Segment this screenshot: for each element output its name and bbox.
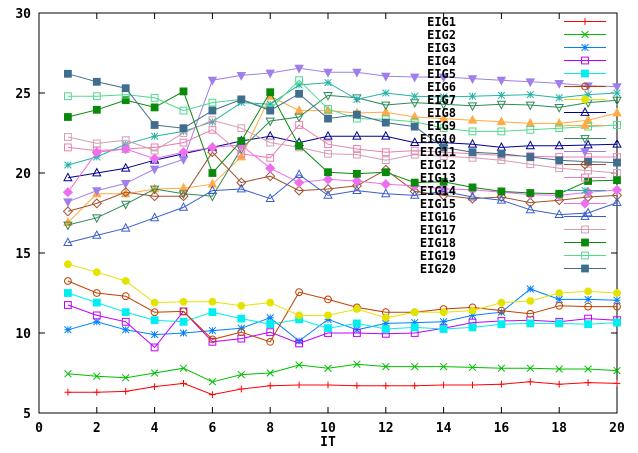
series-EIG20	[64, 69, 621, 167]
legend-label-EIG6: EIG6	[427, 80, 456, 94]
legend-entry-EIG11: EIG11	[420, 145, 606, 159]
legend-label-EIG3: EIG3	[427, 41, 456, 55]
legend-entry-EIG1: EIG1	[427, 15, 606, 29]
legend-label-EIG15: EIG15	[420, 197, 456, 211]
legend-label-EIG16: EIG16	[420, 210, 456, 224]
x-tick-label: 16	[494, 421, 510, 436]
legend-label-EIG18: EIG18	[420, 236, 456, 250]
series-EIG19	[64, 76, 621, 136]
legend-label-EIG9: EIG9	[427, 119, 456, 133]
series-line-EIG5	[67, 292, 618, 330]
series-line-EIG10	[67, 94, 618, 226]
series-line-EIG8	[67, 135, 618, 179]
x-tick-label: 4	[151, 421, 159, 436]
x-tick-label: 6	[208, 421, 216, 436]
legend-entry-EIG2: EIG2	[427, 28, 606, 42]
series-line-EIG17	[67, 119, 618, 174]
series-EIG16	[63, 169, 622, 246]
legend-label-EIG10: EIG10	[420, 132, 456, 146]
legend-label-EIG8: EIG8	[427, 106, 456, 120]
legend-label-EIG5: EIG5	[427, 67, 456, 81]
series-EIG1	[64, 378, 621, 398]
y-tick-label: 15	[15, 247, 31, 262]
series-line-EIG7	[67, 263, 618, 319]
legend-entry-EIG13: EIG13	[420, 171, 606, 185]
legend-label-EIG13: EIG13	[420, 171, 456, 185]
series-line-EIG20	[67, 73, 618, 164]
series-line-EIG18	[67, 90, 618, 195]
x-tick-label: 14	[436, 421, 452, 436]
legend-entry-EIG10: EIG10	[420, 132, 606, 146]
series-line-EIG3	[67, 288, 618, 342]
series-line-EIG1	[67, 381, 618, 396]
legend-entry-EIG9: EIG9	[427, 119, 606, 133]
x-axis-label: IT	[320, 435, 336, 450]
legend-label-EIG20: EIG20	[420, 262, 456, 276]
series-line-EIG9	[67, 95, 618, 223]
legend-entry-EIG7: EIG7	[427, 93, 606, 107]
x-tick-label: 20	[609, 421, 625, 436]
y-tick-label: 25	[15, 87, 31, 102]
x-tick-label: 2	[93, 421, 101, 436]
legend-label-EIG4: EIG4	[427, 54, 456, 68]
legend-entry-EIG18: EIG18	[420, 236, 606, 250]
legend-entry-EIG4: EIG4	[427, 54, 606, 68]
series-EIG10	[63, 92, 622, 231]
x-tick-label: 18	[551, 421, 567, 436]
plot-border	[38, 12, 618, 414]
x-tick-label: 10	[320, 421, 336, 436]
series-line-EIG4	[67, 304, 618, 349]
series-line-EIG11	[67, 67, 618, 203]
series-EIG12	[62, 147, 623, 217]
legend-label-EIG19: EIG19	[420, 249, 456, 263]
series-line-EIG19	[67, 79, 618, 132]
legend-label-EIG14: EIG14	[420, 184, 456, 198]
legend-label-EIG1: EIG1	[427, 15, 456, 29]
axes: 0 2 4 6 8 10 12 14 16 18 20 5 10 15 20 25 30	[15, 7, 625, 436]
legend-entry-EIG20: EIG20	[420, 262, 606, 276]
y-tick-label: 30	[15, 7, 31, 22]
series-EIG11	[63, 64, 622, 208]
y-tick-label: 5	[23, 407, 31, 422]
legend-entry-EIG14: EIG14	[420, 184, 606, 198]
series-line-EIG14	[67, 82, 618, 166]
legend-label-EIG2: EIG2	[427, 28, 456, 42]
y-tick-label: 10	[15, 327, 31, 342]
legend-label-EIG17: EIG17	[420, 223, 456, 237]
legend-entry-EIG19: EIG19	[420, 249, 606, 263]
legend: EIG1EIG2EIG3EIG4EIG5EIG6EIG7EIG8EIG9EIG1…	[420, 15, 606, 276]
legend-entry-EIG5: EIG5	[427, 67, 606, 81]
legend-entry-EIG3: EIG3	[427, 41, 606, 55]
x-tick-label: 8	[266, 421, 274, 436]
legend-entry-EIG17: EIG17	[420, 223, 606, 237]
series-EIG5	[64, 289, 621, 333]
y-tick-label: 20	[15, 167, 31, 182]
legend-label-EIG11: EIG11	[420, 145, 456, 159]
legend-entry-EIG15: EIG15	[420, 197, 606, 211]
series-line-EIG16	[67, 173, 618, 244]
legend-label-EIG7: EIG7	[427, 93, 456, 107]
legend-entry-EIG12: EIG12	[420, 158, 606, 172]
series-EIG14	[64, 78, 621, 169]
legend-label-EIG12: EIG12	[420, 158, 456, 172]
x-tick-label: 12	[378, 421, 394, 436]
series-EIG2	[64, 360, 621, 386]
legend-entry-EIG8: EIG8	[427, 106, 606, 120]
series-line-EIG15	[67, 144, 618, 196]
series-line-EIG2	[67, 363, 618, 383]
series-line-EIG6	[67, 280, 617, 343]
series-EIG7	[64, 260, 621, 322]
x-tick-label: 0	[35, 421, 43, 436]
series-EIG3	[64, 285, 621, 345]
legend-entry-EIG6: EIG6	[427, 80, 606, 94]
legend-entry-EIG16: EIG16	[420, 210, 606, 224]
